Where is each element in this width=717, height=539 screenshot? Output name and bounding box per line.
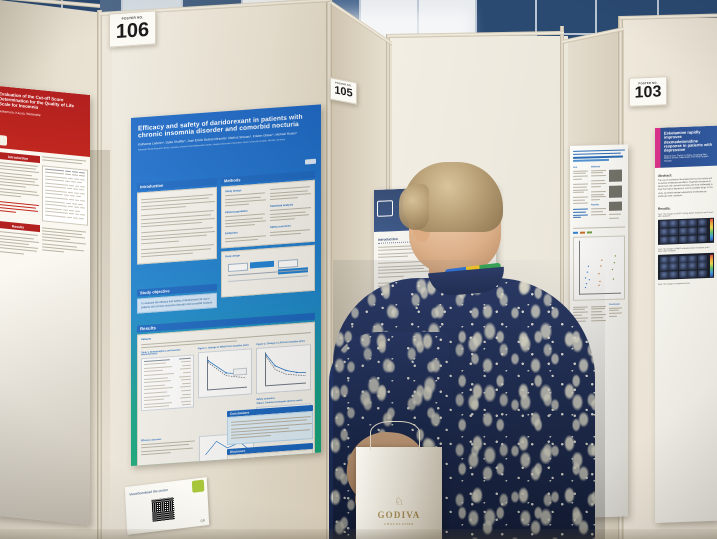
wall-stud (326, 0, 332, 539)
institution-logo (0, 134, 7, 146)
booth-sign-106: POSTER NO. 106 (109, 10, 156, 48)
crown-icon: ♘ (394, 496, 404, 508)
poster-main-objective-text: To evaluate the efficacy and safety of d… (141, 297, 213, 309)
ceiling-tile (536, 0, 596, 34)
wall-stud (97, 10, 102, 539)
poster-esk-section-abstract: Abstract: (658, 173, 672, 178)
poster-esk-authors: Wuyuan Sun, Tianyu Li, Wang, Guoqiang We… (664, 154, 709, 163)
poster-quality-of-life-insomnia[interactable]: Evaluation of the Cut-off Score Determin… (0, 85, 90, 525)
poster-dense-section-conclusion: Conclusion (609, 303, 620, 306)
colorbar (710, 254, 713, 277)
poster-left-table (42, 165, 88, 226)
poster-esk-title: Esketamine rapidly improves dexmedetomid… (664, 129, 713, 153)
sponsor-logo (305, 158, 316, 165)
figure2-line-series (265, 354, 307, 376)
poster-main-figure2-chart (256, 344, 311, 395)
poster-esk-abstract-text: The use of anesthetics like esketamine h… (658, 177, 713, 198)
qr-card-label: View/download the poster (129, 487, 169, 497)
wall-stud (560, 26, 564, 539)
booth-sign-number: 105 (334, 83, 353, 100)
floor-edge (0, 529, 717, 539)
poster-esketamine-depression[interactable]: Esketamine rapidly improves dexmedetomid… (655, 125, 717, 524)
godiva-brand-text: GODIVA (377, 510, 421, 520)
poster-main-figure1-chart (197, 348, 253, 399)
poster-esk-fig1-image (658, 217, 714, 245)
poster-main-header: Efficacy and safety of daridorexant in p… (131, 104, 321, 180)
poster-main-study-design-diagram: Study design (221, 245, 315, 298)
poster-esk-section-results: Results: (658, 206, 671, 211)
ceiling-tile (476, 0, 536, 36)
booth-sign-number: 103 (634, 83, 662, 102)
poster-left-section-results: Results (0, 221, 40, 233)
qr-code-icon[interactable] (151, 497, 175, 522)
poster-dense-scatter-chart (573, 235, 625, 301)
poster-esk-fig1-caption: Fig.1 The changes of dLPFC activity befo… (658, 211, 714, 218)
godiva-gift-bag: ♘ GODIVA CHOCOLATIER (356, 421, 442, 539)
bag-handle (370, 421, 420, 450)
poster-dense-clinical-trial[interactable]: Aim Methods (570, 144, 628, 518)
booth-sign-number: 106 (115, 18, 150, 43)
poster-left-header: Evaluation of the Cut-off Score Determin… (0, 85, 90, 157)
qr-card-badge-icon (191, 479, 205, 493)
booth-sign-103: POSTER NO. 103 (629, 76, 667, 107)
poster-main-figure-caption-design: Study design (225, 254, 241, 259)
poster-esk-header: Esketamine rapidly improves dexmedetomid… (655, 125, 717, 168)
poster-left-section-introduction: Introduction (0, 151, 40, 164)
hair-sideburn (399, 184, 429, 230)
colorbar (710, 219, 713, 242)
qr-card-badge-text: QR (200, 518, 206, 523)
godiva-subtitle-text: CHOCOLATIER (383, 521, 415, 526)
poster-esk-fig2-image (658, 252, 714, 281)
poster-qr-card[interactable]: View/download the poster QR (124, 477, 210, 535)
poster-esk-fig2-caption: Fig.2 The changes of fNIRS activation be… (658, 246, 710, 253)
poster-esk-fig3-caption: Fig.3 The changes in symptom scores (658, 282, 690, 287)
godiva-logo: ♘ GODIVA CHOCOLATIER (356, 497, 442, 526)
poster-daridorexant-nocturia[interactable]: Efficacy and safety of daridorexant in p… (131, 104, 321, 467)
poster-main-figure3-chart (199, 431, 254, 464)
